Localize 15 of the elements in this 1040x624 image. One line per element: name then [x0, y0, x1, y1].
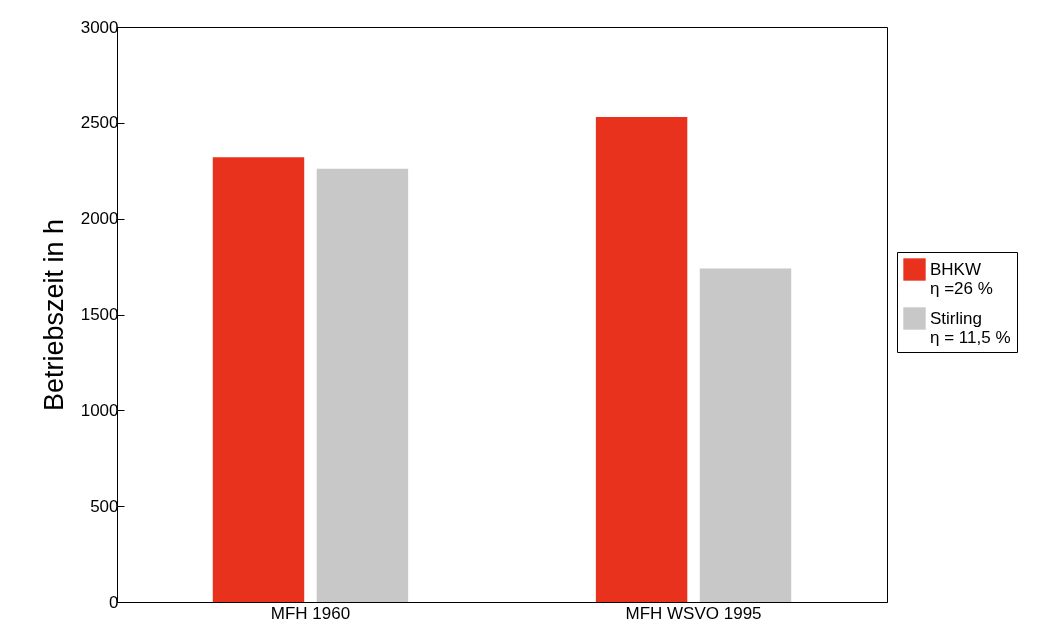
legend-label: Stirling η = 11,5 %	[930, 308, 1011, 347]
bar	[699, 268, 792, 602]
y-axis-title: Betriebszeit in h	[38, 218, 69, 412]
bar	[316, 168, 409, 602]
y-tick-label: 2500	[80, 113, 119, 133]
y-tick-label: 2000	[80, 209, 119, 229]
legend-label: BHKW η =26 %	[930, 259, 993, 298]
x-tick-label: MFH WSVO 1995	[625, 603, 762, 623]
bar	[212, 157, 305, 602]
y-tick-label: 500	[90, 496, 119, 516]
y-tick-label: 1000	[80, 400, 119, 420]
bar	[595, 117, 688, 602]
x-tick-label: MFH 1960	[270, 603, 351, 623]
y-tick-label: 1500	[80, 305, 119, 324]
y-tick-label: 3000	[80, 17, 119, 37]
